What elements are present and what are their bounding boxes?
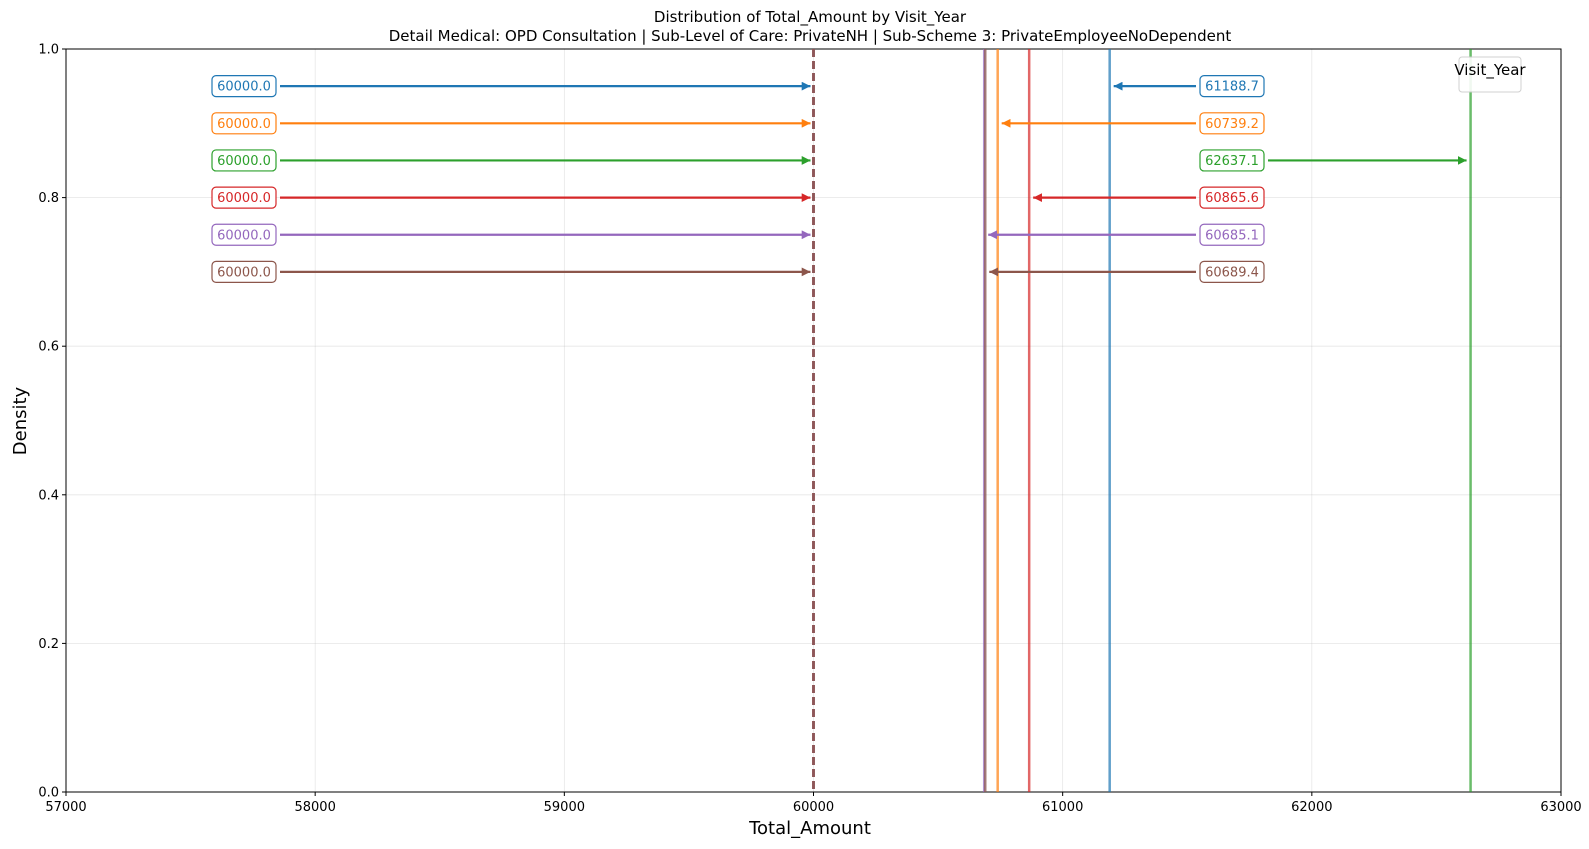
x-tick-label: 60000 [793,800,834,815]
x-tick-label: 62000 [1291,800,1332,815]
median-label-box-1 [211,112,277,135]
median-label-box-2 [211,149,277,172]
y-tick-label: 0.8 [38,191,59,206]
legend-title: Visit_Year [1454,61,1526,80]
mean-label-box-1 [1199,112,1265,135]
y-tick-label: 0.2 [38,637,59,652]
median-label-1: 60000.0 [217,117,271,132]
median-label-4: 60000.0 [217,228,271,243]
mean-label-box-2 [1199,149,1265,172]
legend-box [1458,56,1522,93]
median-label-3: 60000.0 [217,191,271,206]
mean-label-4: 60685.1 [1205,228,1259,243]
x-tick-label: 58000 [294,800,335,815]
mean-lines [982,49,1472,792]
y-tick-label: 0.6 [38,340,59,355]
y-tick-label: 0.4 [38,488,59,503]
median-label-box-3 [211,186,277,209]
mean-label-5: 60689.4 [1205,265,1259,280]
x-tick-label: 61000 [1042,800,1083,815]
median-label-box-0 [211,75,277,98]
x-tick-label: 59000 [544,800,585,815]
mean-label-box-4 [1199,223,1265,246]
mean-label-0: 61188.7 [1205,80,1259,95]
x-axis-label: Total_Amount [748,818,871,839]
mean-label-1: 60739.2 [1205,117,1259,132]
mean-label-box-0 [1199,75,1265,98]
median-label-box-4 [211,223,277,246]
mean-label-3: 60865.6 [1205,191,1259,206]
annotations: 60000.0 61188.7 60000.0 60739.2 60000.0 62637… [211,75,1467,283]
axes: 57000 58000 59000 60000 61000 62000 63000 0.0 0.… [38,43,1581,816]
mean-label-2: 62637.1 [1205,154,1259,169]
x-tick-label: 63000 [1540,800,1581,815]
median-label-0: 60000.0 [217,80,271,95]
chart-title: Distribution of Total_Amount by Visit_Ye… [654,8,967,27]
median-label-2: 60000.0 [217,154,271,169]
legend: Visit_Year [1454,56,1526,93]
median-label-box-5 [211,260,277,283]
mean-label-box-5 [1199,260,1265,283]
y-tick-label: 1.0 [38,43,59,58]
median-label-5: 60000.0 [217,265,271,280]
x-tick-label: 57000 [45,800,86,815]
mean-label-box-3 [1199,186,1265,209]
chart-subtitle: Detail Medical: OPD Consultation | Sub-L… [389,27,1232,45]
y-axis-label: Density [10,386,31,455]
y-tick-label: 0.0 [38,786,59,801]
